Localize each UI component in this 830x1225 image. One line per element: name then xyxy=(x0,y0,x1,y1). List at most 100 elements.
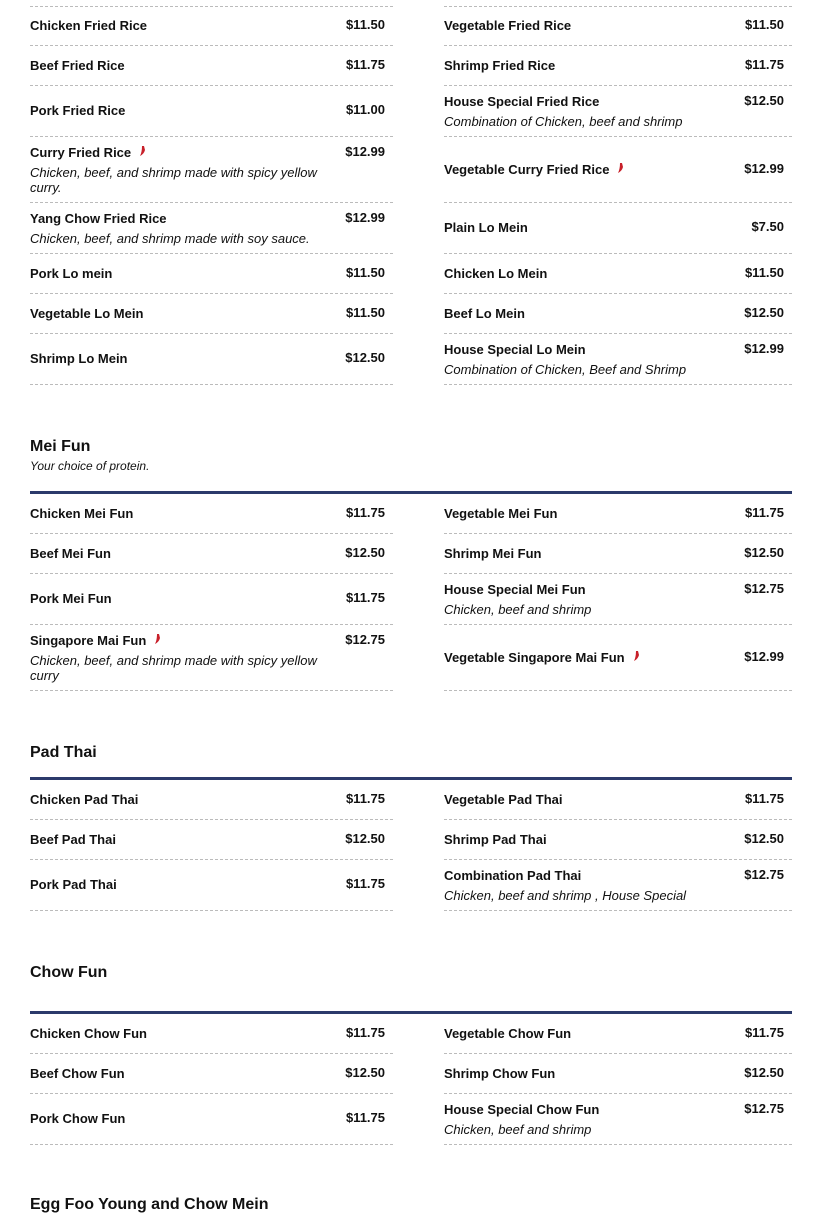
item-price: $11.00 xyxy=(345,102,385,117)
item-description: Chicken, beef and shrimp , House Special xyxy=(444,888,687,903)
item-name: Chicken Chow Fun xyxy=(30,1025,147,1041)
item-price: $12.99 xyxy=(744,341,784,356)
section-divider xyxy=(30,491,792,494)
menu-grid: Chicken Mei Fun $11.75 Vegetable Mei Fun $1… xyxy=(30,494,792,691)
menu-item[interactable]: Chicken Pad Thai $11.75 xyxy=(30,780,393,820)
item-price: $11.75 xyxy=(345,1024,385,1040)
menu-item[interactable]: Pork Lo mein $11.50 xyxy=(30,254,393,294)
menu-item[interactable]: Shrimp Chow Fun $12.50 xyxy=(444,1054,792,1094)
item-description: Chicken, beef and shrimp xyxy=(444,1122,592,1137)
menu-item[interactable]: Pork Mei Fun $11.75 xyxy=(30,574,393,625)
item-name: Combination Pad Thai xyxy=(444,868,582,883)
menu-item[interactable]: House Special Lo Mein $12.99 Combination o… xyxy=(444,334,792,385)
item-name: Chicken Fried Rice xyxy=(30,18,148,33)
item-price: $12.75 xyxy=(744,581,784,596)
item-price: $11.50 xyxy=(744,264,784,280)
menu-item[interactable]: Curry Fried Rice $12.99 Chicken, beef, and… xyxy=(30,137,393,203)
item-description: Combination of Chicken, beef and shrimp xyxy=(444,114,683,129)
menu-section: Mei Fun Your choice of protein. Chicken Me… xyxy=(30,437,792,691)
menu-item[interactable]: Beef Fried Rice $11.75 xyxy=(30,46,393,86)
item-name: Pork Mei Fun xyxy=(30,591,112,606)
menu-item[interactable]: Chicken Fried Rice $11.50 xyxy=(30,6,393,46)
menu-item[interactable]: Shrimp Pad Thai $12.50 xyxy=(444,820,792,860)
item-name: Beef Pad Thai xyxy=(30,831,116,847)
item-name: House Special Fried Rice xyxy=(444,94,600,109)
menu-item[interactable]: Vegetable Chow Fun $11.75 xyxy=(444,1014,792,1054)
menu-item[interactable]: Vegetable Mei Fun $11.75 xyxy=(444,494,792,534)
item-name: Chicken Mei Fun xyxy=(30,505,134,521)
menu-item[interactable]: House Special Mei Fun $12.75 Chicken, beef… xyxy=(444,574,792,625)
menu-item[interactable]: Beef Pad Thai $12.50 xyxy=(30,820,393,860)
menu-grid: Chicken Fried Rice $11.50 Vegetable Fried … xyxy=(30,6,792,385)
item-description: Chicken, beef and shrimp xyxy=(444,602,592,617)
item-price: $11.75 xyxy=(744,790,784,806)
item-name: Shrimp Chow Fun xyxy=(444,1065,556,1081)
menu-item[interactable]: Beef Mei Fun $12.50 xyxy=(30,534,393,574)
menu-section: Pad Thai Chicken Pad Thai $11.75 Vegetable … xyxy=(30,743,792,911)
menu-item[interactable]: Yang Chow Fried Rice $12.99 Chicken, beef,… xyxy=(30,203,393,254)
item-price: $11.75 xyxy=(345,876,385,891)
menu-item[interactable]: Shrimp Mei Fun $12.50 xyxy=(444,534,792,574)
item-name: Pork Chow Fun xyxy=(30,1111,126,1126)
section-title: Pad Thai xyxy=(30,744,97,761)
chili-pepper-icon xyxy=(618,162,624,173)
menu-item[interactable]: Singapore Mai Fun $12.75 Chicken, beef, an… xyxy=(30,625,393,691)
item-name: Singapore Mai Fun xyxy=(30,633,147,648)
item-price: $11.75 xyxy=(345,790,385,806)
item-price: $12.99 xyxy=(345,144,385,159)
chili-pepper-icon xyxy=(155,634,161,644)
section-title: Chow Fun xyxy=(30,964,108,981)
menu-item[interactable]: Beef Chow Fun $12.50 xyxy=(30,1054,393,1094)
menu-item[interactable]: Beef Lo Mein $12.50 xyxy=(444,294,792,334)
menu-item[interactable]: Vegetable Pad Thai $11.75 xyxy=(444,780,792,820)
chili-pepper-icon xyxy=(140,146,146,156)
item-price: $12.75 xyxy=(744,1101,784,1116)
item-name: Vegetable Pad Thai xyxy=(444,791,563,807)
item-name: Vegetable Mei Fun xyxy=(444,505,558,521)
item-name: Beef Lo Mein xyxy=(444,305,525,321)
item-price: $12.50 xyxy=(345,1064,385,1080)
item-price: $12.50 xyxy=(345,350,385,365)
item-name: Curry Fried Rice xyxy=(30,145,132,160)
item-name: House Special Lo Mein xyxy=(444,342,586,357)
item-name: Chicken Pad Thai xyxy=(30,791,139,807)
menu-item[interactable]: Vegetable Lo Mein $11.50 xyxy=(30,294,393,334)
item-price: $11.75 xyxy=(744,1024,784,1040)
menu-section: Chicken Fried Rice $11.50 Vegetable Fried … xyxy=(30,6,792,385)
menu-grid: Chicken Chow Fun $11.75 Vegetable Chow Fun… xyxy=(30,1014,792,1145)
menu-item[interactable]: House Special Chow Fun $12.75 Chicken, bee… xyxy=(444,1094,792,1145)
item-name: Beef Mei Fun xyxy=(30,545,111,561)
item-name: Plain Lo Mein xyxy=(444,220,528,235)
section-divider xyxy=(30,1011,792,1014)
item-price: $11.75 xyxy=(345,56,385,72)
item-price: $7.50 xyxy=(751,219,784,234)
item-name: Shrimp Fried Rice xyxy=(444,57,556,73)
menu-item[interactable]: Vegetable Curry Fried Rice $12.99 xyxy=(444,137,792,203)
section-title: Egg Foo Young and Chow Mein xyxy=(30,1196,269,1213)
item-price: $12.50 xyxy=(744,1064,784,1080)
menu-grid: Chicken Pad Thai $11.75 Vegetable Pad Thai… xyxy=(30,780,792,911)
menu-item[interactable]: Vegetable Singapore Mai Fun $12.99 xyxy=(444,625,792,691)
item-name: Vegetable Singapore Mai Fun xyxy=(444,649,625,665)
item-name: Pork Pad Thai xyxy=(30,877,117,892)
item-price: $11.50 xyxy=(345,304,385,320)
item-price: $12.50 xyxy=(744,544,784,560)
menu-item[interactable]: Vegetable Fried Rice $11.50 xyxy=(444,6,792,46)
item-name: Beef Chow Fun xyxy=(30,1065,125,1081)
item-price: $12.50 xyxy=(345,544,385,560)
menu-item[interactable]: Plain Lo Mein $7.50 xyxy=(444,203,792,254)
menu-item[interactable]: Chicken Chow Fun $11.75 xyxy=(30,1014,393,1054)
menu-item[interactable]: Combination Pad Thai $12.75 Chicken, beef … xyxy=(444,860,792,911)
item-price: $12.50 xyxy=(744,304,784,320)
menu-item[interactable]: Pork Pad Thai $11.75 xyxy=(30,860,393,911)
menu-item[interactable]: Shrimp Fried Rice $11.75 xyxy=(444,46,792,86)
item-price: $12.50 xyxy=(744,93,784,108)
menu-item[interactable]: Pork Fried Rice $11.00 xyxy=(30,86,393,137)
menu-item[interactable]: Pork Chow Fun $11.75 xyxy=(30,1094,393,1145)
item-price: $11.75 xyxy=(345,504,385,520)
menu-item[interactable]: Chicken Lo Mein $11.50 xyxy=(444,254,792,294)
menu-item[interactable]: Chicken Mei Fun $11.75 xyxy=(30,494,393,534)
menu-item[interactable]: House Special Fried Rice $12.50 Combinatio… xyxy=(444,86,792,137)
item-price: $12.50 xyxy=(345,830,385,846)
menu-item[interactable]: Shrimp Lo Mein $12.50 xyxy=(30,334,393,385)
